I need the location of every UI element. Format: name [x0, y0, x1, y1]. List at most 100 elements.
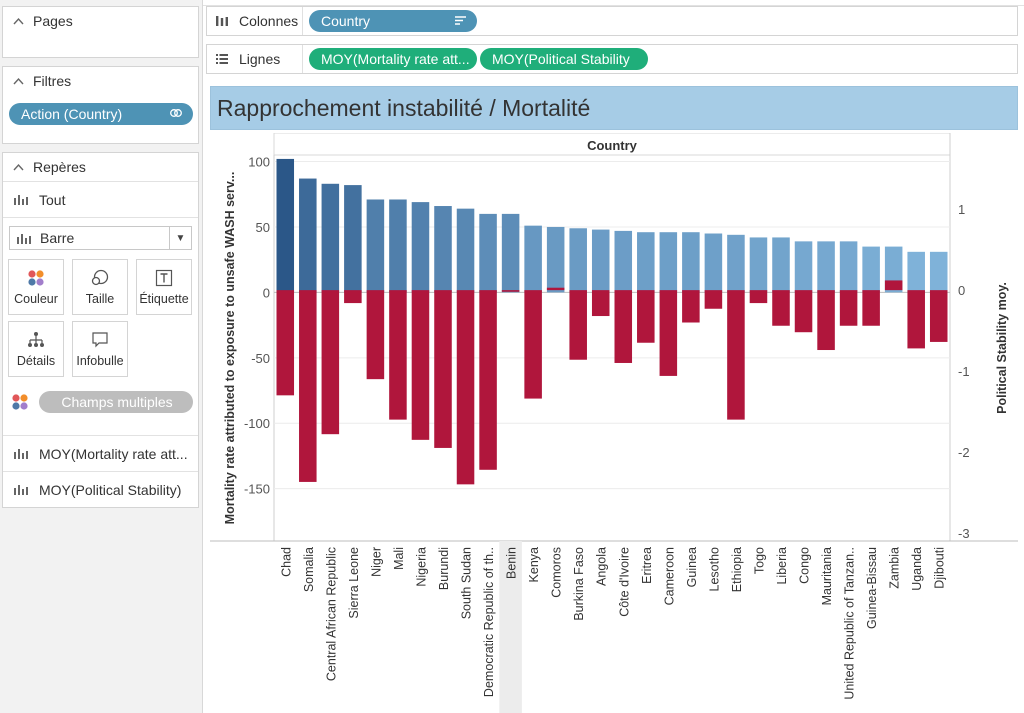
bar-political-stability: [389, 290, 407, 420]
country-label: Central African Republic: [324, 547, 338, 681]
measure-stability-row[interactable]: MOY(Political Stability): [3, 471, 198, 507]
country-label: Mauritania: [820, 547, 834, 605]
country-label: United Republic of Tanzan..: [843, 547, 857, 700]
label-button[interactable]: Étiquette: [136, 259, 192, 315]
filter-pill-label: Action (Country): [21, 106, 123, 122]
bar-political-stability: [321, 290, 340, 435]
bar-political-stability: [907, 290, 925, 349]
bar-political-stability: [817, 290, 835, 351]
country-label: Zambia: [888, 547, 902, 589]
color-dots-icon: [27, 268, 45, 288]
bar-chart-icon: [16, 232, 34, 244]
bar-political-stability: [772, 290, 790, 326]
multi-fields-row[interactable]: Champs multiples: [11, 391, 193, 413]
filters-header[interactable]: Filtres: [3, 67, 198, 95]
country-label: Guinea-Bissau: [865, 547, 879, 629]
country-label: Burkina Faso: [572, 547, 586, 621]
left-tick-label: 100: [248, 155, 270, 170]
stability-pill[interactable]: MOY(Political Stability: [480, 48, 648, 70]
left-tick-label: 50: [256, 220, 270, 235]
rows-icon: [215, 53, 233, 65]
bar-political-stability: [344, 290, 362, 304]
bar-political-stability: [749, 290, 768, 304]
bar-mortality: [727, 234, 745, 293]
country-label: Liberia: [775, 547, 789, 585]
bar-mortality: [524, 225, 542, 293]
size-button[interactable]: Taille: [72, 259, 128, 315]
bar-chart-icon: [13, 192, 31, 208]
bar-political-stability: [546, 287, 565, 291]
size-circles-icon: [90, 268, 110, 288]
bar-political-stability: [704, 290, 723, 309]
country-label: South Sudan: [460, 547, 474, 619]
right-tick-label: 1: [958, 202, 965, 217]
detail-button-label: Détails: [16, 354, 56, 368]
bar-political-stability: [794, 290, 813, 333]
tooltip-button[interactable]: Infobulle: [72, 321, 128, 377]
bar-mortality: [299, 178, 317, 293]
sort-descending-icon[interactable]: [454, 13, 467, 29]
detail-button[interactable]: Détails: [8, 321, 64, 377]
marks-all-label: Tout: [39, 191, 66, 208]
filter-pill-action-country[interactable]: Action (Country): [9, 103, 193, 125]
country-pill-label: Country: [321, 13, 371, 29]
bar-mortality: [456, 208, 475, 293]
chevron-up-icon[interactable]: [13, 160, 27, 174]
pages-title: Pages: [33, 13, 73, 29]
country-label: Chad: [279, 547, 293, 577]
bar-political-stability: [524, 290, 542, 399]
bar-mortality: [434, 206, 452, 293]
left-tick-label: -150: [244, 482, 270, 497]
mortality-pill[interactable]: MOY(Mortality rate att...: [309, 48, 477, 70]
measure-mortality-row[interactable]: MOY(Mortality rate att...: [3, 435, 198, 471]
pages-card: Pages: [2, 6, 199, 58]
country-label: Cameroon: [662, 547, 676, 605]
columns-shelf[interactable]: Colonnes Country: [206, 6, 1018, 36]
bar-mortality: [682, 232, 700, 293]
chevron-down-icon[interactable]: ▼: [169, 227, 191, 249]
multi-fields-pill[interactable]: Champs multiples: [39, 391, 193, 413]
top-strip: [0, 0, 1024, 6]
rows-label: Lignes: [239, 51, 281, 67]
color-button[interactable]: Couleur: [8, 259, 64, 315]
country-label: Eritrea: [640, 547, 654, 584]
country-label: Congo: [798, 547, 812, 584]
country-label: Burundi: [437, 547, 451, 590]
label-button-label: Étiquette: [139, 292, 189, 306]
rows-shelf[interactable]: Lignes MOY(Mortality rate att... MOY(Pol…: [206, 44, 1018, 74]
country-label: Togo: [752, 547, 766, 574]
marks-title: Repères: [33, 159, 86, 175]
mark-type-select[interactable]: Barre ▼: [9, 226, 192, 250]
country-label: Guinea: [685, 547, 699, 587]
bar-mortality: [614, 230, 633, 293]
marks-all-row[interactable]: Tout: [3, 181, 198, 217]
speech-bubble-icon: [91, 330, 109, 350]
bar-mortality: [929, 251, 948, 293]
columns-icon: [215, 15, 233, 27]
bar-mortality: [479, 213, 497, 293]
bar-political-stability: [276, 290, 295, 396]
bar-mortality: [501, 213, 520, 293]
bar-mortality: [839, 241, 858, 293]
bar-political-stability: [456, 290, 475, 485]
bar-mortality: [389, 199, 407, 293]
measure-stability-label: MOY(Political Stability): [39, 481, 182, 498]
bar-mortality: [704, 233, 723, 293]
country-label: Niger: [369, 547, 383, 577]
chevron-up-icon[interactable]: [13, 14, 27, 28]
bar-political-stability: [929, 290, 948, 342]
bar-political-stability: [884, 280, 903, 291]
mark-type-value: Barre: [40, 230, 75, 246]
bar-mortality: [749, 237, 768, 293]
bar-mortality: [344, 185, 362, 293]
marks-header[interactable]: Repères: [3, 153, 198, 181]
pages-header[interactable]: Pages: [3, 7, 198, 35]
rows-shelf-label: Lignes: [207, 45, 303, 73]
country-pill[interactable]: Country: [309, 10, 477, 32]
bar-political-stability: [434, 290, 452, 448]
chevron-up-icon[interactable]: [13, 74, 27, 88]
size-button-label: Taille: [85, 292, 115, 306]
left-axis-title: Mortality rate attributed to exposure to…: [223, 172, 237, 525]
viz-title: Rapprochement instabilité / Mortalité: [210, 86, 1018, 130]
filters-card: Filtres Action (Country): [2, 66, 199, 144]
